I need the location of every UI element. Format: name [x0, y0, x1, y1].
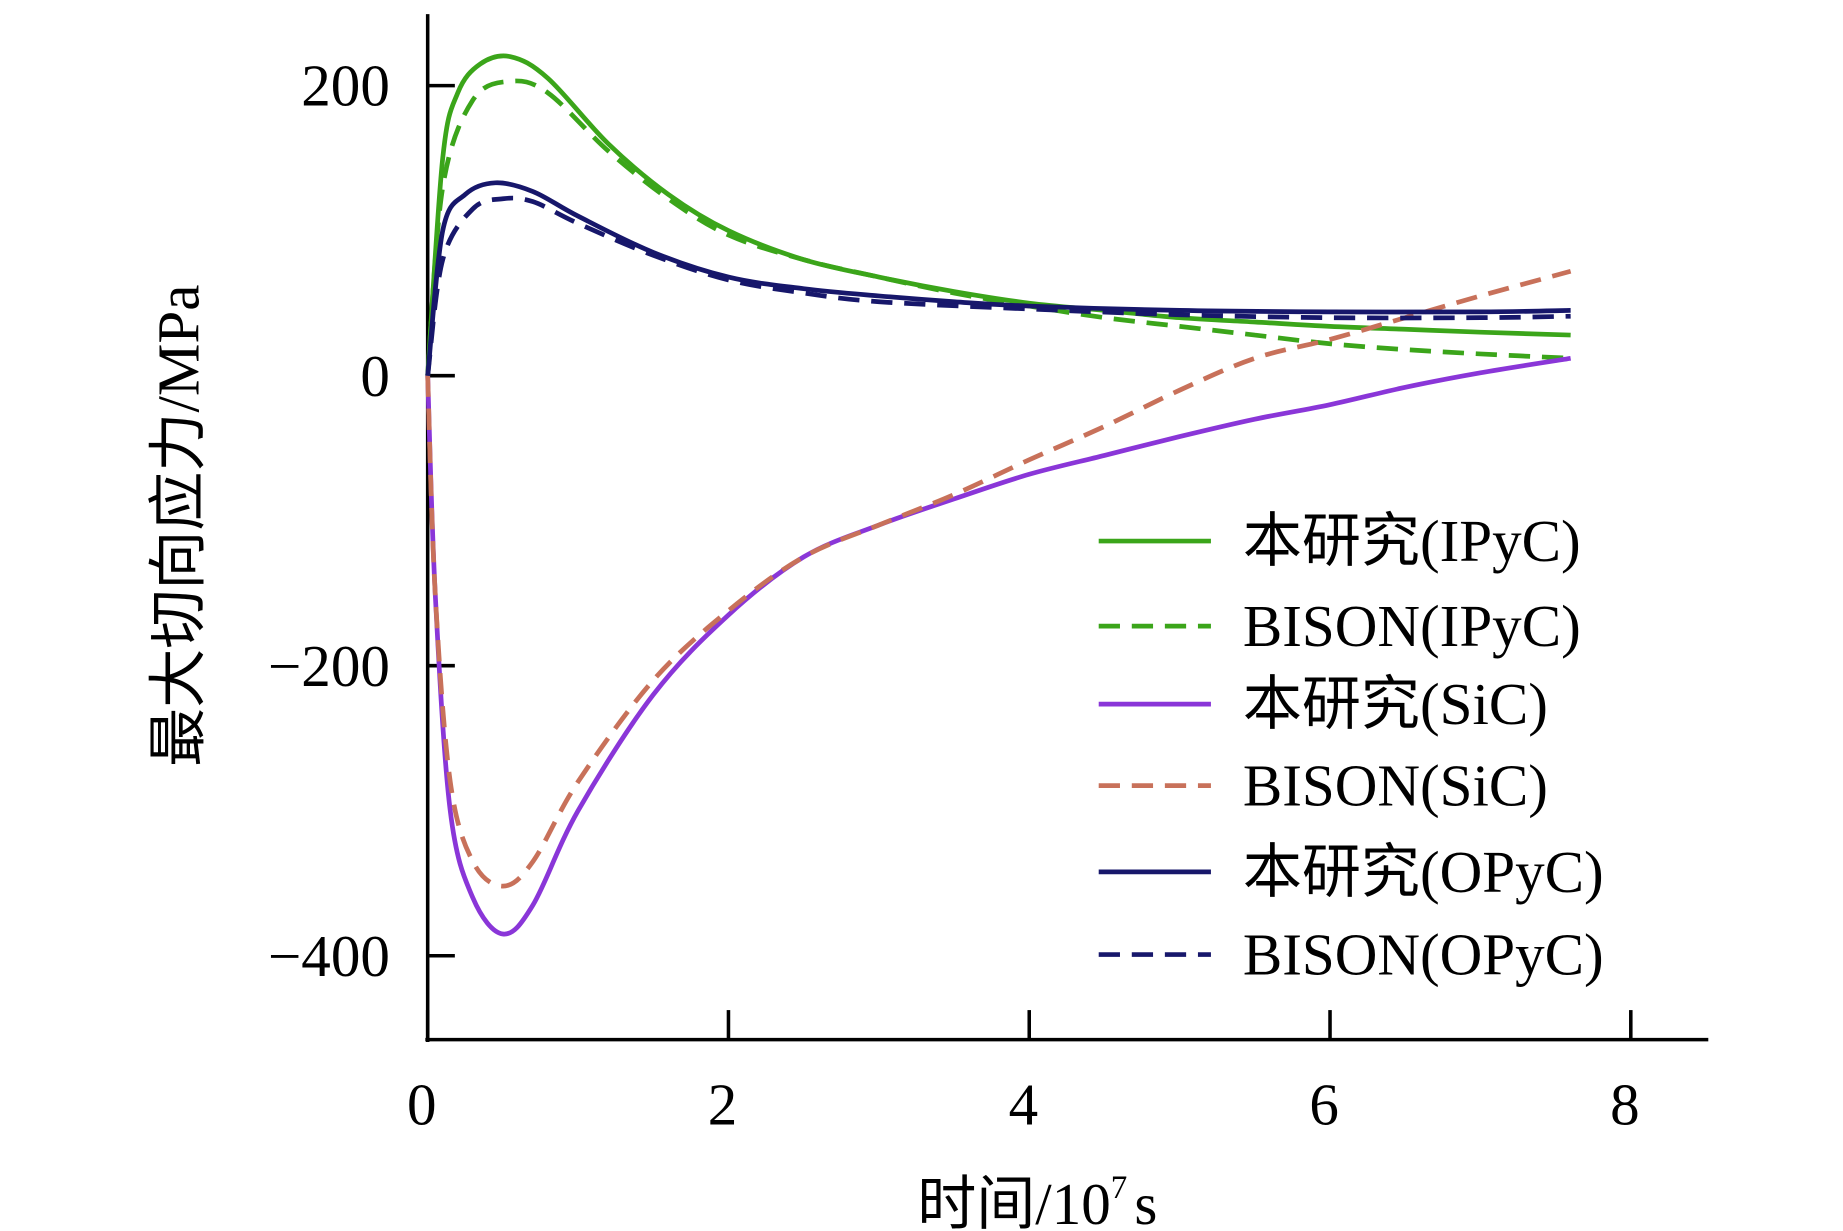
y-tick-label: −400 — [268, 923, 390, 989]
series-line-4 — [425, 180, 1571, 376]
y-tick-label: 0 — [360, 343, 390, 409]
x-axis-label-exponent: 7 — [1111, 1170, 1128, 1206]
legend-label: 本研究(OPyC) — [1243, 839, 1604, 905]
axes — [425, 14, 1709, 1042]
x-axis-label-main: 时间/10 — [917, 1171, 1111, 1231]
legend-label: 本研究(SiC) — [1243, 671, 1548, 737]
x-tick-label: 4 — [1009, 1072, 1039, 1138]
series-line-3 — [425, 268, 1572, 889]
series-line-0 — [425, 53, 1571, 376]
y-tick-label: 200 — [301, 53, 390, 119]
x-tick-label: 6 — [1309, 1072, 1339, 1138]
x-tick-label: 8 — [1610, 1072, 1640, 1138]
x-tick-label: 0 — [407, 1072, 437, 1138]
legend-label: BISON(SiC) — [1243, 753, 1548, 819]
series-line-1 — [425, 78, 1571, 376]
x-axis-label-unit: s — [1134, 1171, 1157, 1231]
x-tick-label: 2 — [708, 1072, 738, 1138]
y-tick-label: −200 — [268, 633, 390, 699]
y-axis-label: 最大切向应力/MPa — [145, 285, 211, 767]
x-axis-label: 时间/107 s — [917, 1170, 1157, 1231]
legend-label: BISON(OPyC) — [1243, 922, 1604, 988]
legend-label: BISON(IPyC) — [1243, 593, 1581, 659]
legend-label: 本研究(IPyC) — [1243, 508, 1581, 574]
